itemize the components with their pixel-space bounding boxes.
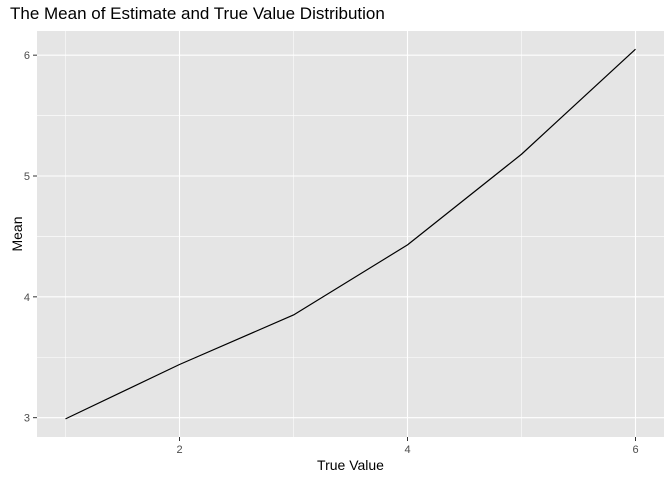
y-tick-label: 6 bbox=[24, 50, 30, 62]
x-tick-label: 6 bbox=[632, 444, 638, 456]
series-layer bbox=[65, 48, 636, 420]
y-tick-label: 4 bbox=[24, 292, 30, 304]
y-tick-label: 5 bbox=[24, 171, 30, 183]
axis-ticks: 2 4 6 3 4 5 6 bbox=[24, 50, 639, 456]
y-axis-label: Mean bbox=[9, 216, 25, 251]
x-tick-label: 2 bbox=[176, 444, 182, 456]
gridlines bbox=[37, 31, 664, 437]
y-tick-label: 3 bbox=[24, 413, 30, 425]
x-axis-label: True Value bbox=[317, 457, 384, 473]
series-line bbox=[65, 48, 636, 420]
chart-title: The Mean of Estimate and True Value Dist… bbox=[10, 4, 385, 23]
plot-panel bbox=[37, 31, 664, 437]
x-tick-label: 4 bbox=[404, 444, 410, 456]
